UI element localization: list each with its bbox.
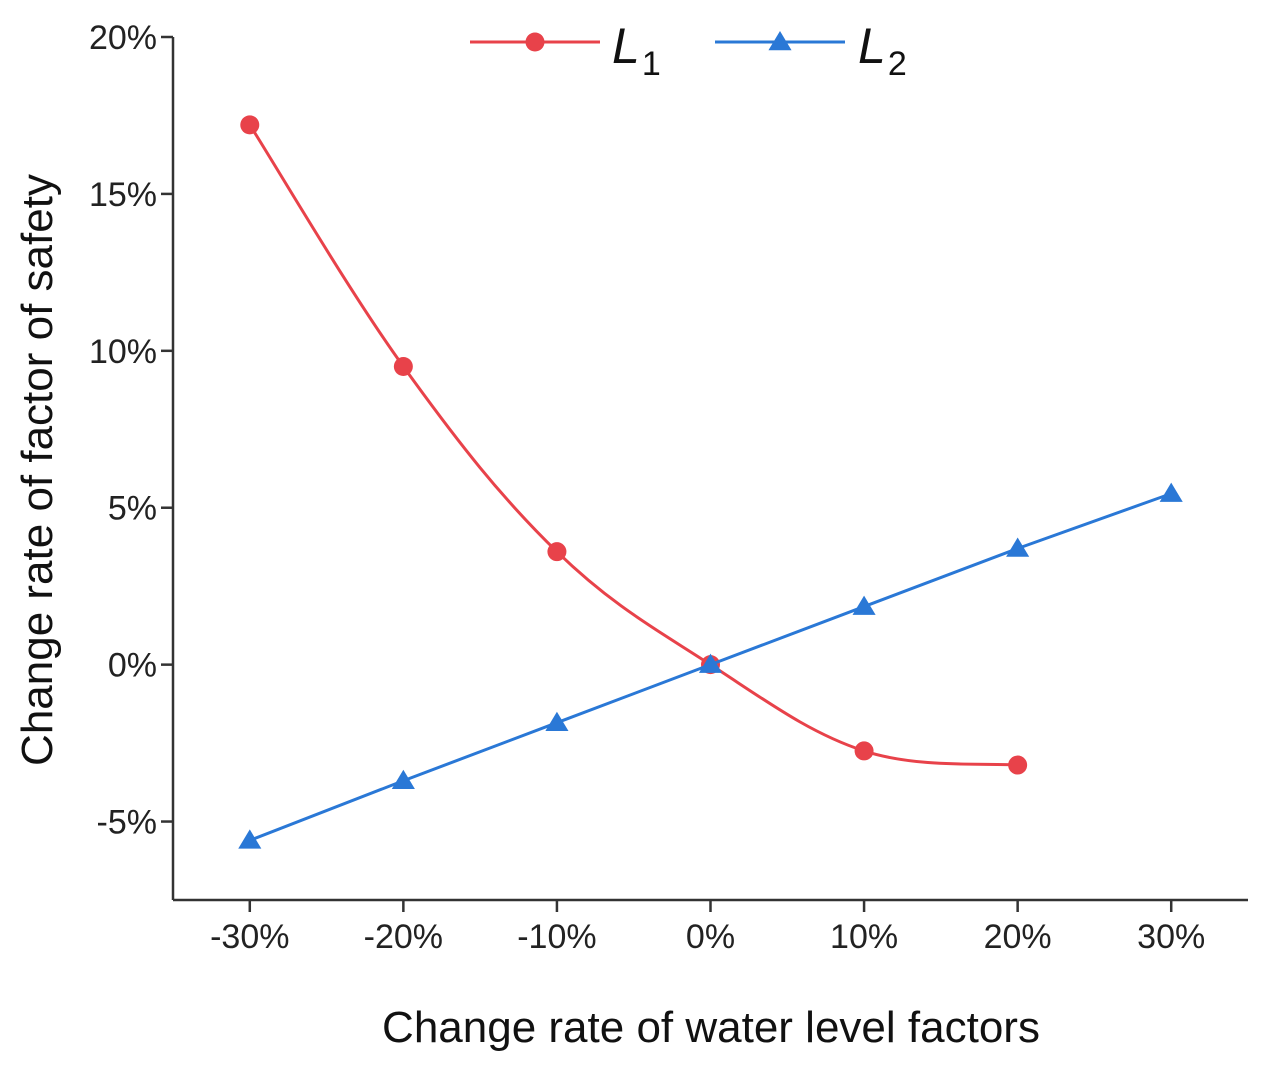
y-tick-label: 15% — [89, 176, 157, 214]
data-point-l2 — [698, 653, 723, 673]
legend-marker — [768, 31, 792, 51]
data-point-l2 — [852, 595, 876, 615]
legend-item-l1: L1 — [470, 18, 661, 83]
x-tick-label: 10% — [830, 918, 898, 956]
data-point-l1 — [1008, 755, 1028, 775]
data-point-l1 — [547, 542, 567, 562]
data-point-l2 — [391, 769, 415, 789]
axes: -5% 0% 5% 10% 15% 20% -30% -20% -10% 0% 10% 20% 30% — [89, 19, 1248, 956]
x-tick-label: -10% — [517, 918, 596, 956]
x-tick-label: 0% — [686, 918, 735, 956]
y-axis-title: Change rate of factor of safety — [13, 174, 62, 766]
y-tick-label: 20% — [89, 19, 157, 57]
y-tick-label: -5% — [97, 804, 157, 842]
y-tick-label: 0% — [108, 647, 157, 685]
data-point-l1 — [240, 115, 260, 135]
data-point-l2 — [1159, 482, 1183, 502]
data-point-l1 — [854, 741, 874, 761]
legend-label-sub: 1 — [642, 45, 661, 83]
data-point-l2 — [1006, 537, 1030, 557]
legend-label-main: L — [858, 18, 886, 74]
x-tick-label: 20% — [984, 918, 1052, 956]
x-tick-label: -20% — [364, 918, 443, 956]
legend: L1 L2 — [470, 18, 907, 83]
legend-label-sub: 2 — [888, 45, 907, 83]
legend-marker — [525, 32, 545, 52]
legend-label-main: L — [612, 18, 640, 74]
data-point-l2 — [545, 711, 569, 731]
series-l2 — [238, 482, 1183, 849]
data-point-l1 — [393, 357, 413, 377]
legend-label: L1 — [612, 18, 661, 83]
legend-label: L2 — [858, 18, 907, 83]
y-tick-label: 10% — [89, 333, 157, 371]
y-tick-label: 5% — [108, 490, 157, 528]
x-axis-title: Change rate of water level factors — [382, 1003, 1040, 1052]
series-layer — [238, 115, 1183, 849]
data-point-l2 — [238, 829, 262, 849]
x-tick-label: 30% — [1137, 918, 1205, 956]
legend-item-l2: L2 — [715, 18, 907, 83]
x-tick-label: -30% — [210, 918, 289, 956]
